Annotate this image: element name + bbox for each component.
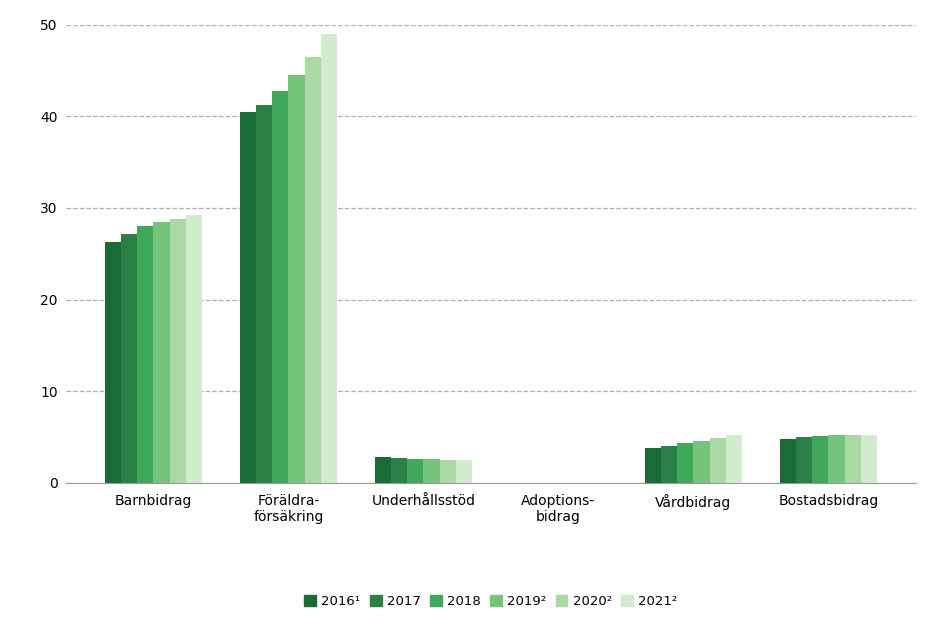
Bar — [861, 435, 877, 483]
Bar — [305, 57, 321, 483]
Bar — [677, 443, 694, 483]
Bar — [256, 105, 272, 483]
Bar — [240, 112, 256, 483]
Bar — [440, 460, 456, 483]
Bar — [153, 222, 170, 483]
Legend: 2016¹, 2017, 2018, 2019², 2020², 2021²: 2016¹, 2017, 2018, 2019², 2020², 2021² — [299, 590, 683, 614]
Bar — [288, 75, 305, 483]
Bar — [829, 435, 845, 483]
Bar — [845, 435, 861, 483]
Bar — [694, 441, 710, 483]
Bar — [456, 460, 472, 483]
Bar — [137, 227, 153, 483]
Bar — [105, 242, 121, 483]
Bar — [391, 458, 407, 483]
Bar — [645, 448, 661, 483]
Bar — [726, 435, 742, 483]
Bar — [186, 215, 202, 483]
Bar — [780, 439, 796, 483]
Bar — [121, 233, 137, 483]
Bar — [796, 437, 812, 483]
Bar — [272, 91, 288, 483]
Bar — [407, 459, 423, 483]
Bar — [170, 219, 186, 483]
Bar — [710, 438, 726, 483]
Bar — [812, 436, 829, 483]
Bar — [321, 34, 337, 483]
Bar — [375, 457, 391, 483]
Bar — [423, 459, 440, 483]
Bar — [661, 446, 677, 483]
